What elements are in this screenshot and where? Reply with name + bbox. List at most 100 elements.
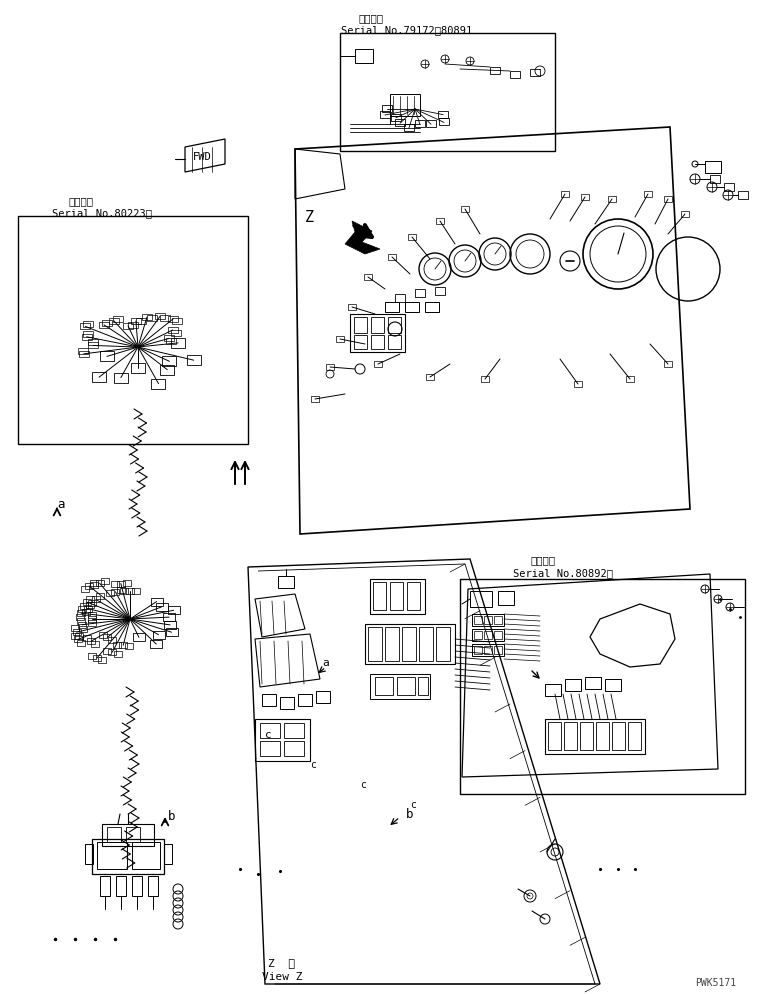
Bar xyxy=(484,631,492,639)
Bar xyxy=(114,373,128,383)
Bar xyxy=(408,235,416,241)
Bar xyxy=(102,320,113,326)
Bar xyxy=(123,580,131,586)
Bar xyxy=(472,629,504,641)
Bar xyxy=(260,724,280,739)
Bar xyxy=(120,588,128,594)
Text: c: c xyxy=(310,759,316,769)
Bar xyxy=(160,315,170,321)
Bar xyxy=(71,633,79,639)
Text: Z: Z xyxy=(305,210,314,225)
Bar xyxy=(494,646,502,654)
Bar xyxy=(114,642,121,648)
Bar xyxy=(168,316,178,322)
Bar xyxy=(88,600,96,606)
Bar xyxy=(419,627,433,661)
Bar xyxy=(108,649,117,655)
Bar xyxy=(99,632,107,638)
Bar xyxy=(397,677,415,695)
Bar xyxy=(160,366,174,376)
Bar xyxy=(380,112,390,119)
Text: Serial No.80223～: Serial No.80223～ xyxy=(52,208,152,218)
Text: c: c xyxy=(410,799,416,809)
Bar xyxy=(664,362,672,368)
Bar xyxy=(111,581,119,587)
Bar xyxy=(76,614,84,620)
Bar xyxy=(474,646,482,654)
Bar xyxy=(374,362,382,368)
Text: a: a xyxy=(322,657,328,667)
Bar xyxy=(460,580,745,794)
Bar xyxy=(165,336,174,342)
Bar xyxy=(77,640,85,646)
Bar xyxy=(114,651,122,657)
Bar xyxy=(371,336,384,350)
Text: b: b xyxy=(168,809,175,822)
Bar xyxy=(155,314,165,320)
Bar xyxy=(95,580,104,586)
Bar xyxy=(472,614,504,626)
Text: 適用号機: 適用号機 xyxy=(68,196,93,206)
Bar xyxy=(136,318,146,324)
Bar xyxy=(81,585,88,592)
Bar xyxy=(81,324,91,330)
Text: c: c xyxy=(360,779,366,789)
Bar xyxy=(78,348,88,354)
Bar xyxy=(561,192,569,198)
Bar xyxy=(548,723,561,750)
Bar xyxy=(390,582,403,610)
Bar xyxy=(79,626,87,632)
Bar xyxy=(370,674,430,700)
Bar xyxy=(147,315,157,321)
Bar xyxy=(336,337,344,343)
Bar xyxy=(435,287,445,295)
Bar xyxy=(545,720,645,754)
Bar xyxy=(355,50,373,64)
Bar xyxy=(395,120,405,127)
Bar xyxy=(354,336,367,350)
Bar xyxy=(78,352,88,358)
Bar xyxy=(710,176,720,184)
Bar xyxy=(581,195,589,201)
Bar xyxy=(298,694,312,707)
Bar xyxy=(436,627,450,661)
Bar xyxy=(565,679,581,691)
Bar xyxy=(151,598,162,606)
Text: FWD: FWD xyxy=(193,152,212,162)
Bar xyxy=(108,637,116,643)
Bar xyxy=(425,303,439,313)
Bar xyxy=(382,106,392,113)
Bar xyxy=(390,94,420,117)
Bar xyxy=(101,579,109,584)
Bar xyxy=(407,582,420,610)
Bar xyxy=(724,184,734,192)
Bar xyxy=(385,627,399,661)
Bar xyxy=(109,318,119,324)
Bar xyxy=(77,618,85,624)
Bar xyxy=(91,582,98,588)
Bar xyxy=(484,646,492,654)
Bar xyxy=(100,876,110,897)
Text: a: a xyxy=(57,498,65,511)
Bar xyxy=(171,330,181,336)
Bar xyxy=(187,356,200,366)
Bar xyxy=(596,723,609,750)
Bar xyxy=(142,315,152,321)
Text: Serial No.79172～80891: Serial No.79172～80891 xyxy=(341,25,472,35)
Bar xyxy=(262,694,276,707)
Bar xyxy=(132,842,160,869)
Bar xyxy=(91,642,99,648)
Bar xyxy=(88,340,98,346)
Bar xyxy=(439,119,449,126)
Bar xyxy=(155,603,168,611)
Bar xyxy=(97,842,127,869)
Bar xyxy=(580,723,593,750)
Bar xyxy=(284,742,304,756)
Bar xyxy=(90,580,98,586)
Bar xyxy=(123,323,133,329)
Bar xyxy=(133,634,145,642)
Bar xyxy=(168,328,178,334)
Bar xyxy=(82,609,90,615)
Bar xyxy=(107,827,121,842)
Bar xyxy=(84,606,91,612)
